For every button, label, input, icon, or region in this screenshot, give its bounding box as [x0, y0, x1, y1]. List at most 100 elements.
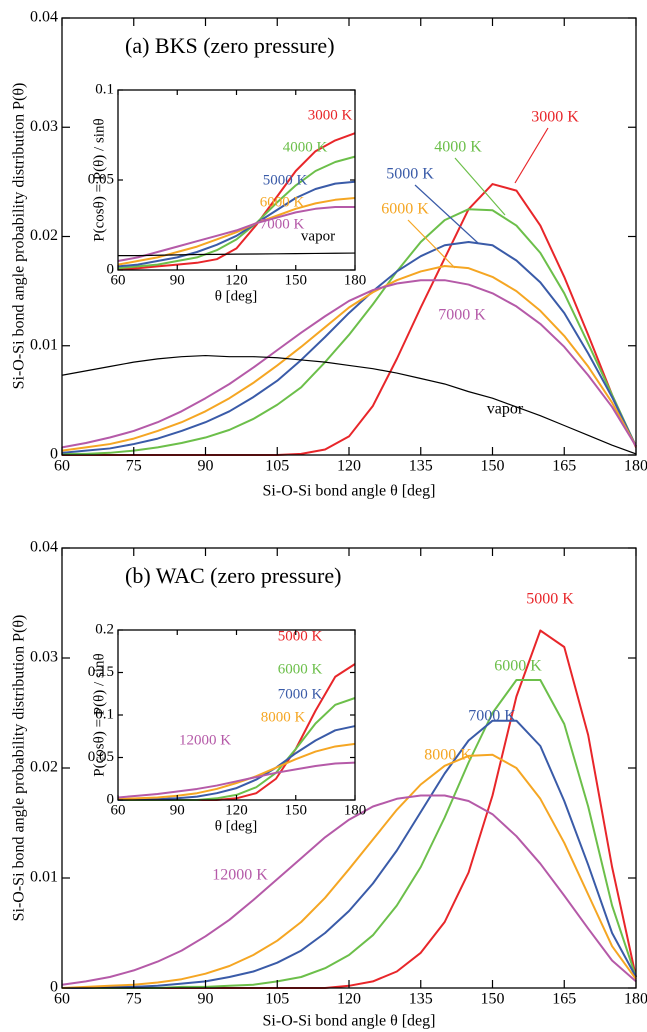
x-tick-label: 180 — [344, 273, 367, 289]
x-tick-label: 120 — [337, 458, 361, 475]
series-label: 12000 K — [212, 867, 268, 884]
panel-title: (a) BKS (zero pressure) — [125, 33, 335, 58]
data-line — [118, 252, 356, 257]
data-line — [61, 265, 637, 452]
series-label: 5000 K — [526, 591, 574, 608]
series-label: 7000 K — [260, 216, 305, 232]
x-tick-label: 180 — [624, 991, 647, 1008]
data-line — [62, 719, 637, 989]
series-label: 6000 K — [381, 201, 429, 218]
x-tick-label: 150 — [285, 803, 308, 819]
data-line — [117, 197, 356, 266]
x-tick-label: 60 — [111, 803, 126, 819]
x-tick-label: 60 — [54, 458, 70, 475]
data-line — [117, 132, 356, 271]
series-label: 3000 K — [531, 109, 579, 126]
x-tick-label: 135 — [409, 991, 433, 1008]
x-tick-label: 105 — [265, 458, 289, 475]
x-tick-label: 60 — [54, 991, 70, 1008]
data-line — [117, 180, 356, 268]
data-line — [117, 761, 356, 799]
x-tick-label: 165 — [552, 458, 576, 475]
series-label: 7000 K — [468, 708, 516, 725]
y-tick-label: 0.1 — [95, 81, 114, 97]
series-label: 6000 K — [494, 658, 542, 675]
y-tick-label: 0.04 — [30, 9, 58, 26]
series-label: 4000 K — [434, 139, 482, 156]
data-line — [61, 279, 637, 449]
x-tick-label: 135 — [409, 458, 433, 475]
series-label: 6000 K — [278, 661, 323, 677]
panel-title: (b) WAC (zero pressure) — [125, 563, 341, 588]
y-tick-label: 0.03 — [30, 118, 58, 135]
x-axis-label: θ [deg] — [215, 288, 258, 304]
series-label: 4000 K — [283, 139, 328, 155]
x-tick-label: 180 — [624, 458, 647, 475]
x-tick-label: 75 — [126, 458, 142, 475]
x-tick-label: 150 — [481, 458, 505, 475]
x-tick-label: 105 — [265, 991, 289, 1008]
data-line — [62, 208, 637, 455]
x-tick-label: 150 — [285, 273, 308, 289]
y-tick-label: 0.02 — [30, 759, 58, 776]
data-line — [61, 354, 637, 455]
x-tick-label: 60 — [111, 273, 126, 289]
series-label: 8000 K — [261, 709, 306, 725]
y-tick-label: 0.05 — [88, 171, 114, 187]
y-tick-label: 0.01 — [30, 336, 58, 353]
series-label: 5000 K — [278, 628, 323, 644]
y-tick-label: 0 — [50, 446, 58, 463]
series-label: vapor — [487, 401, 524, 418]
y-tick-label: 0.01 — [30, 869, 58, 886]
x-tick-label: 90 — [198, 991, 214, 1008]
y-tick-label: 0.15 — [88, 664, 114, 680]
y-tick-label: 0 — [107, 261, 115, 277]
x-tick-label: 165 — [552, 991, 576, 1008]
x-tick-label: 90 — [198, 458, 214, 475]
series-label: 5000 K — [263, 172, 308, 188]
data-line — [117, 206, 355, 262]
x-tick-label: 120 — [337, 991, 361, 1008]
data-line — [117, 155, 356, 270]
y-tick-label: 0.02 — [30, 227, 58, 244]
series-label: vapor — [301, 228, 335, 244]
leader-line — [514, 127, 549, 184]
x-axis-label: Si-O-Si bond angle θ [deg] — [263, 483, 436, 500]
series-label: 7000 K — [438, 307, 486, 324]
series-label: 6000 K — [260, 194, 305, 210]
y-tick-label: 0.05 — [88, 749, 114, 765]
x-tick-label: 120 — [225, 803, 248, 819]
y-axis-label: P(cosθ) = P(θ) / sinθ — [91, 653, 107, 776]
x-tick-label: 90 — [170, 803, 185, 819]
plot-area — [118, 630, 355, 800]
x-axis-label: Si-O-Si bond angle θ [deg] — [263, 1013, 436, 1030]
data-line — [117, 725, 356, 801]
y-axis-label: P(cosθ) = P(θ) / sinθ — [91, 118, 107, 241]
x-tick-label: 75 — [126, 991, 142, 1008]
x-tick-label: 90 — [170, 273, 185, 289]
y-tick-label: 0.2 — [95, 621, 114, 637]
x-tick-label: 120 — [225, 273, 248, 289]
series-label: 3000 K — [308, 107, 353, 123]
leader-line — [414, 184, 479, 244]
y-tick-label: 0 — [50, 979, 58, 996]
y-tick-label: 0.1 — [95, 706, 114, 722]
data-line — [61, 240, 637, 454]
y-tick-label: 0.04 — [30, 539, 58, 556]
data-line — [61, 794, 637, 986]
series-label: 12000 K — [179, 732, 231, 748]
data-line — [61, 753, 637, 989]
leader-line — [407, 219, 456, 269]
y-axis-label: Si-O-Si bond angle probability distribut… — [11, 615, 28, 922]
data-line — [117, 742, 356, 801]
leader-line — [454, 157, 506, 216]
series-label: 7000 K — [278, 686, 323, 702]
y-tick-label: 0.03 — [30, 649, 58, 666]
series-label: 8000 K — [424, 747, 472, 764]
y-tick-label: 0 — [107, 791, 115, 807]
x-tick-label: 180 — [344, 803, 367, 819]
y-axis-label: Si-O-Si bond angle probability distribut… — [11, 83, 28, 390]
x-tick-label: 150 — [481, 991, 505, 1008]
series-label: 5000 K — [386, 166, 434, 183]
